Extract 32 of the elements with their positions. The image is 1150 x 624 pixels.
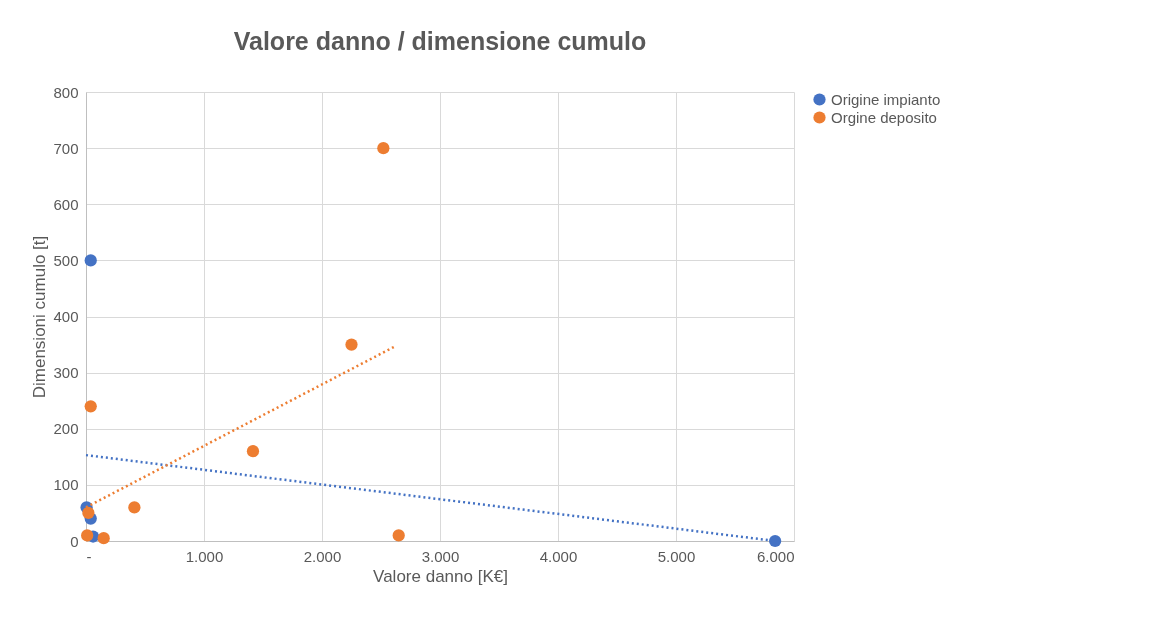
legend-label: Origine impianto	[831, 90, 941, 108]
point	[392, 529, 405, 542]
y-tick-label: 200	[53, 420, 79, 438]
x-tick-label: 1.000	[185, 547, 224, 565]
x-tick-label: 4.000	[539, 547, 578, 565]
point	[345, 338, 358, 351]
chart-title: Valore danno / dimensione cumulo	[233, 27, 647, 55]
point	[84, 400, 97, 413]
y-axis-title: Dimensioni cumulo [t]	[30, 235, 50, 399]
y-tick-label: 800	[53, 83, 79, 101]
point	[97, 532, 110, 545]
x-tick-label: 3.000	[421, 547, 460, 565]
point	[81, 529, 94, 542]
legend-label: Orgine deposito	[831, 108, 937, 126]
y-tick-label: 100	[53, 476, 79, 494]
point	[246, 445, 260, 458]
x-tick-label: 2.000	[303, 547, 342, 565]
point	[128, 501, 141, 514]
point	[82, 506, 95, 520]
y-tick-label: 0	[70, 532, 79, 550]
x-tick-label: 5.000	[657, 547, 696, 565]
y-tick-label: 700	[53, 139, 79, 157]
x-tick-label: -	[86, 547, 92, 565]
y-tick-label: 500	[53, 251, 79, 269]
point	[84, 254, 97, 267]
point	[377, 142, 390, 155]
x-axis-title: Valore danno [K€]	[373, 566, 508, 586]
y-tick-label: 600	[53, 195, 79, 213]
x-tick-label: 6.000	[756, 547, 795, 565]
y-tick-label: 300	[53, 364, 79, 382]
y-tick-label: 400	[53, 308, 79, 325]
point	[769, 534, 782, 548]
